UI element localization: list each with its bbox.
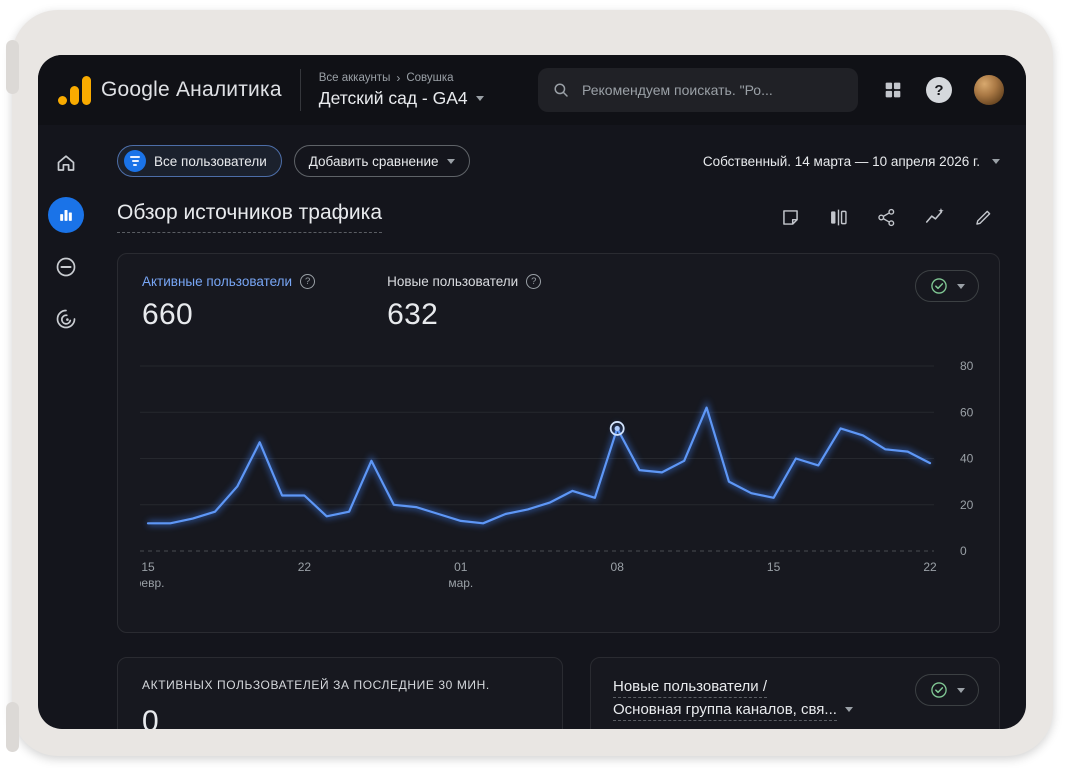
all-users-chip-label: Все пользователи	[154, 153, 267, 169]
svg-text:01: 01	[454, 560, 468, 574]
page-title[interactable]: Обзор источников трафика	[117, 201, 382, 233]
home-icon	[57, 155, 74, 171]
metric-new-users: Новые пользователи ? 632	[387, 274, 542, 332]
data-quality-badge[interactable]	[915, 270, 979, 302]
active-users-label[interactable]: Активные пользователи	[142, 274, 293, 289]
left-nav	[38, 125, 93, 729]
chevron-down-icon	[957, 687, 965, 693]
breakdown-dimension-selector[interactable]: Основная группа каналов, свя...	[613, 701, 837, 722]
check-circle-icon	[931, 278, 947, 294]
help-circle-icon[interactable]: ?	[526, 274, 542, 289]
search-input[interactable]: Рекомендуем поискать. "Ро...	[538, 68, 858, 112]
breakdown-card: Новые пользователи / Основная группа кан…	[590, 657, 1000, 729]
help-circle-icon[interactable]: ?	[300, 274, 316, 289]
traffic-overview-card: Активные пользователи ? 660 Новые пользо…	[117, 253, 1000, 633]
main-content: Все пользователи Добавить сравнение Собс…	[93, 125, 1026, 729]
svg-text:февр.: февр.	[140, 576, 164, 590]
new-users-label[interactable]: Новые пользователи	[387, 274, 519, 289]
search-icon	[554, 83, 568, 97]
date-range-label: Собственный. 14 марта — 10 апреля 2026 г…	[702, 153, 980, 169]
comparison-color-icon	[124, 150, 146, 172]
chevron-down-icon	[957, 283, 965, 289]
realtime-title: АКТИВНЫХ ПОЛЬЗОВАТЕЛЕЙ ЗА ПОСЛЕДНИЕ 30 М…	[142, 678, 490, 692]
google-analytics-logo-icon[interactable]	[58, 75, 91, 105]
logo-bar-medium	[70, 86, 79, 105]
property-name: Детский сад - GA4	[318, 88, 468, 108]
report-actions	[780, 206, 1000, 228]
chevron-down-icon	[992, 158, 1000, 164]
svg-text:40: 40	[960, 452, 974, 466]
breadcrumb-all-accounts[interactable]: Все аккаунты	[318, 72, 391, 84]
sidebar-item-explore[interactable]	[48, 249, 84, 285]
share-icon[interactable]	[876, 207, 897, 228]
metric-active-users: Активные пользователи ? 660	[142, 274, 316, 332]
svg-text:0: 0	[960, 544, 967, 558]
data-quality-badge[interactable]	[915, 674, 979, 706]
sidebar-item-advertising[interactable]	[48, 301, 84, 337]
svg-text:08: 08	[611, 560, 625, 574]
tablet-side-button-top	[6, 40, 19, 94]
new-users-value: 632	[387, 298, 439, 331]
tablet-side-button-bottom	[6, 702, 19, 752]
sidebar-item-home[interactable]	[48, 145, 84, 181]
sidebar-item-reports[interactable]	[47, 197, 84, 233]
add-comparison-label: Добавить сравнение	[308, 153, 439, 169]
help-glyph: ?	[934, 81, 944, 99]
edit-icon[interactable]	[973, 207, 994, 228]
breadcrumb: Все аккаунты › Совушка	[319, 71, 484, 85]
svg-text:15: 15	[767, 560, 781, 574]
help-glyph: ?	[304, 276, 311, 287]
all-users-comparison-chip[interactable]: Все пользователи	[117, 145, 282, 177]
property-switcher[interactable]: Детский сад - GA4	[319, 88, 484, 109]
svg-text:20: 20	[960, 498, 974, 512]
help-icon[interactable]: ?	[926, 77, 952, 103]
reports-icon	[59, 210, 72, 221]
logo-dot	[58, 96, 67, 105]
apps-grid-icon[interactable]	[882, 79, 904, 101]
brand-name: Google	[101, 78, 170, 101]
svg-text:мар.: мар.	[448, 576, 473, 590]
svg-text:22: 22	[298, 560, 312, 574]
svg-text:60: 60	[960, 405, 974, 419]
date-range-picker[interactable]: Собственный. 14 марта — 10 апреля 2026 г…	[703, 154, 1000, 169]
tablet-frame: Google Аналитика Все аккаунты › Совушка …	[6, 10, 1053, 756]
svg-text:80: 80	[960, 359, 974, 373]
breadcrumb-separator-icon: ›	[396, 71, 401, 85]
logo-bar-tall	[82, 76, 91, 105]
avatar[interactable]	[974, 75, 1004, 105]
active-users-value: 660	[142, 298, 193, 331]
svg-text:22: 22	[923, 560, 937, 574]
app-title: Google Аналитика	[101, 78, 282, 102]
check-circle-icon	[931, 682, 947, 698]
realtime-value: 0	[142, 705, 159, 729]
note-icon[interactable]	[780, 207, 801, 228]
header-divider	[299, 69, 301, 111]
active-users-trend-chart: 20 40 60 80 0 15 февр. 22 01 мар. 08 15 22	[132, 350, 988, 602]
chevron-down-icon[interactable]	[844, 707, 853, 713]
search-placeholder: Рекомендуем поискать. "Ро...	[582, 82, 773, 98]
insights-icon[interactable]	[924, 206, 946, 228]
realtime-card: АКТИВНЫХ ПОЛЬЗОВАТЕЛЕЙ ЗА ПОСЛЕДНИЕ 30 М…	[117, 657, 563, 729]
app-header: Google Аналитика Все аккаунты › Совушка …	[38, 55, 1026, 125]
breadcrumb-account[interactable]: Совушка	[406, 72, 454, 84]
add-comparison-chip[interactable]: Добавить сравнение	[293, 145, 470, 177]
product-name: Аналитика	[175, 78, 282, 101]
breakdown-metric-selector[interactable]: Новые пользователи /	[613, 678, 768, 698]
advertising-icon	[56, 309, 75, 329]
chevron-down-icon	[475, 96, 484, 101]
screen: Google Аналитика Все аккаунты › Совушка …	[38, 55, 1026, 729]
svg-text:15: 15	[141, 560, 155, 574]
comparison-icon[interactable]	[828, 207, 849, 228]
explore-icon	[56, 257, 75, 277]
chevron-down-icon	[446, 158, 455, 164]
help-glyph: ?	[531, 276, 537, 287]
